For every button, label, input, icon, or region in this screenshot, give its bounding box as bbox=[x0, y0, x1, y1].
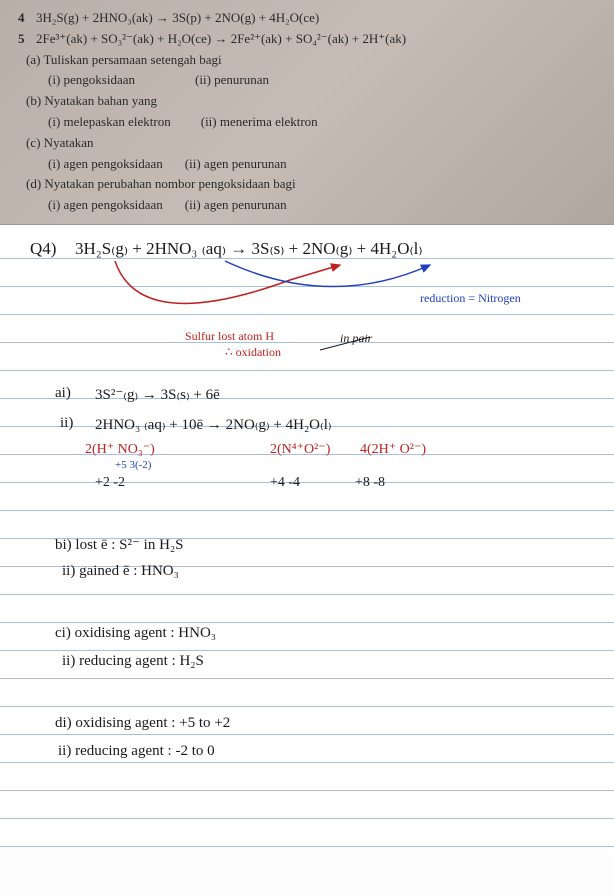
question-5: 52Fe³⁺(ak) + SO₃²⁻(ak) + H₂O(ce) → 2Fe²⁺… bbox=[18, 29, 602, 50]
bi-answer: bi) lost ē : S²⁻ in H₂S bbox=[55, 535, 184, 554]
ox-annot-right-b: 4(2H⁺ O²⁻) bbox=[360, 441, 426, 458]
question-4: 43H₂S(g) + 2HNO₃(ak) → 3S(p) + 2NO(g) + … bbox=[18, 8, 602, 29]
part-b-label: (b) Nyatakan bahan yang bbox=[26, 91, 602, 112]
part-a-label: (a) Tuliskan persamaan setengah bagi bbox=[26, 50, 602, 71]
bii-answer: ii) gained ē : HNO₃ bbox=[62, 563, 179, 580]
reduction-arrow bbox=[225, 261, 430, 287]
ox-state-right-a: +4 -4 bbox=[270, 475, 300, 491]
q4-equation: 3H₂S(g) + 2HNO₃(ak) → 3S(p) + 2NO(g) + 4… bbox=[36, 10, 319, 25]
part-c-label: (c) Nyatakan bbox=[26, 133, 602, 154]
part-b-ii: (ii) menerima elektron bbox=[201, 112, 318, 133]
ox-state-left: +2 -2 bbox=[95, 475, 125, 491]
ai-label: ai) bbox=[55, 385, 71, 402]
ci-answer: ci) oxidising agent : HNO₃ bbox=[55, 625, 216, 642]
cii-answer: ii) reducing agent : H₂S bbox=[62, 653, 204, 670]
part-d-label: (d) Nyatakan perubahan nombor pengoksida… bbox=[26, 174, 602, 195]
part-c-i: (i) agen pengoksidaan bbox=[48, 156, 163, 171]
q5-equation: 2Fe³⁺(ak) + SO₃²⁻(ak) + H₂O(ce) → 2Fe²⁺(… bbox=[36, 31, 406, 46]
part-a-ii: (ii) penurunan bbox=[195, 70, 269, 91]
oxidation-label: ∴ oxidation bbox=[225, 345, 281, 360]
textbook-region: 43H₂S(g) + 2HNO₃(ak) → 3S(p) + 2NO(g) + … bbox=[0, 0, 614, 225]
in-pair-label: in pair bbox=[340, 331, 372, 346]
part-d-i: (i) agen pengoksidaan bbox=[48, 197, 163, 212]
ox-state-right-b: +8 -8 bbox=[355, 475, 385, 491]
q4-hand-equation: 3H₂S₍g₎ + 2HNO₃ ₍aq₎ → 3S₍s₎ + 2NO₍g₎ + … bbox=[75, 239, 423, 259]
di-answer: di) oxidising agent : +5 to +2 bbox=[55, 715, 230, 732]
part-a-i: (i) pengoksidaan bbox=[48, 72, 135, 87]
sulfur-label: Sulfur lost atom H bbox=[185, 329, 274, 344]
part-c-ii: (ii) agen penurunan bbox=[185, 154, 287, 175]
part-b-i: (i) melepaskan elektron bbox=[48, 114, 171, 129]
ai-equation: 3S²⁻₍g₎ → 3S₍s₎ + 6ē bbox=[95, 385, 220, 404]
ox-annot-left-small: +5 3(-2) bbox=[115, 459, 151, 471]
ox-annot-right-a: 2(N⁴⁺O²⁻) bbox=[270, 441, 330, 458]
q4-label: Q4) bbox=[30, 239, 56, 259]
part-d-ii: (ii) agen penurunan bbox=[185, 195, 287, 216]
notebook-region: Q4) 3H₂S₍g₎ + 2HNO₃ ₍aq₎ → 3S₍s₎ + 2NO₍g… bbox=[0, 225, 614, 850]
dii-answer: ii) reducing agent : -2 to 0 bbox=[58, 743, 215, 760]
reduction-label: reduction = Nitrogen bbox=[420, 291, 521, 306]
aii-label: ii) bbox=[60, 415, 73, 432]
aii-equation: 2HNO₃ ₍aq₎ + 10ē → 2NO₍g₎ + 4H₂O₍l₎ bbox=[95, 415, 332, 434]
oxidation-arrow bbox=[115, 261, 340, 303]
ox-annot-left: 2(H⁺ NO₃⁻) bbox=[85, 441, 155, 458]
